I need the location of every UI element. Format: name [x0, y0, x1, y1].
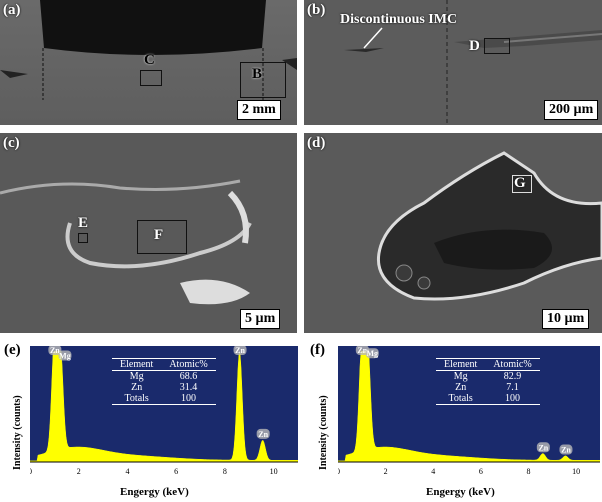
- panel-b: (b) Discontinuous IMC D 200 µm: [304, 0, 602, 125]
- region-e-box: [78, 233, 88, 243]
- region-c-box: [140, 70, 162, 86]
- panel-a: (a) C B 2 mm: [0, 0, 297, 125]
- region-e-label: E: [78, 215, 89, 231]
- eds-panel-e: (e) 0 2 4 6 8 10 Zn Mg Zn Zn Element Atomic% Mg 68.…: [0, 342, 302, 502]
- scale-bar-c: 5 µm: [240, 309, 281, 329]
- eds-f-tick-label: 0: [338, 467, 340, 476]
- eds-e-tick-label: 2: [77, 467, 81, 476]
- eds-f-peak-label: Zn: [355, 346, 369, 355]
- eds-f-tick-label: 8: [527, 467, 531, 476]
- region-d-box: [484, 38, 510, 54]
- panel-b-tag: (b): [307, 2, 326, 18]
- eds-f-tag: (f): [310, 342, 325, 358]
- region-b-label: B: [252, 66, 263, 82]
- eds-e-tick-label: 8: [223, 467, 227, 476]
- eds-f-cell: Totals: [448, 393, 473, 404]
- panel-d-tag: (d): [307, 135, 326, 151]
- panel-c-tag: (c): [3, 135, 20, 151]
- eds-f-spectrum: [338, 350, 600, 463]
- eds-e-spectrum: [30, 350, 298, 463]
- scale-bar-b: 200 µm: [544, 100, 599, 120]
- eds-f-peak-label: Mg: [365, 348, 379, 359]
- eds-f-tick-label: 2: [384, 467, 388, 476]
- eds-f-tick-label: 10: [572, 467, 580, 476]
- eds-e-cell: 100: [180, 393, 196, 404]
- svg-text:Zn: Zn: [50, 346, 60, 355]
- eds-f-cell: 82.9: [503, 371, 522, 382]
- panel-a-tag: (a): [3, 2, 21, 18]
- svg-text:Zn: Zn: [561, 446, 571, 455]
- eds-e-peak-label: Mg: [58, 350, 72, 361]
- svg-text:Mg: Mg: [366, 349, 378, 358]
- region-f-label: F: [154, 227, 164, 243]
- region-g-label: G: [514, 175, 526, 191]
- svg-text:Zn: Zn: [235, 346, 245, 355]
- eds-f-cell: 7.1: [506, 382, 519, 393]
- eds-e-peak-label: Zn: [233, 346, 247, 355]
- region-g-box: [512, 175, 532, 193]
- eds-f-cell: Mg: [453, 371, 468, 382]
- eds-f-header-element: Element: [444, 359, 478, 370]
- eds-e-peak-label: Zn: [48, 346, 62, 355]
- panel-c: (c) E F 5 µm: [0, 133, 297, 333]
- weld-cross-section: [0, 0, 297, 100]
- eds-e-plot-bg: [30, 346, 298, 462]
- scale-bar-d: 10 µm: [542, 309, 590, 329]
- eds-f-peak-label: Zn: [536, 442, 550, 453]
- eds-f-header-atomic: Atomic%: [493, 359, 532, 370]
- eds-f-xlabel: Engergy (keV): [426, 486, 495, 498]
- eds-e-cell: Totals: [124, 393, 149, 404]
- eds-e-tag: (e): [4, 342, 21, 358]
- eds-f-tick-label: 4: [431, 467, 435, 476]
- svg-text:Zn: Zn: [357, 346, 367, 355]
- eds-e-tick-label: 6: [174, 467, 178, 476]
- eds-e-xlabel: Engergy (keV): [120, 486, 189, 498]
- eds-f-cell: Zn: [455, 382, 467, 393]
- eds-e-header-element: Element: [120, 359, 154, 370]
- region-b-box: [240, 62, 286, 98]
- eds-e-cell: 68.6: [179, 371, 198, 382]
- eds-f-peak-label: Zn: [559, 444, 573, 455]
- eds-e-cell: Zn: [131, 382, 143, 393]
- eds-f-cell: 100: [504, 393, 520, 404]
- eds-e-header-atomic: Atomic%: [169, 359, 208, 370]
- eds-e-ylabel: Intensity (counts): [12, 395, 23, 470]
- eds-e-tick-label: 0: [30, 467, 32, 476]
- eds-f-table: Element Atomic% Mg 82.9 Zn 7.1 Totals 100: [436, 358, 540, 405]
- microstructure-c: [0, 179, 252, 305]
- eds-e-cell: Mg: [129, 371, 144, 382]
- svg-text:Mg: Mg: [59, 351, 71, 360]
- eds-f-plot-bg: [338, 346, 600, 462]
- panel-d: (d) G 10 µm: [304, 133, 602, 333]
- eds-e-cell: 31.4: [179, 382, 198, 393]
- svg-text:Zn: Zn: [538, 443, 548, 452]
- scale-bar-a-text: 2 mm: [242, 102, 276, 117]
- eds-panel-f: (f) 0 2 4 6 8 10 Zn Mg Zn Zn Element Atomic% Mg 82.…: [306, 342, 602, 502]
- svg-text:Zn: Zn: [258, 430, 268, 439]
- interface-image: [344, 0, 602, 125]
- scale-bar-a: 2 mm: [237, 100, 281, 120]
- eds-f-ylabel: Intensity (counts): [318, 395, 329, 470]
- eds-f-tick-label: 6: [479, 467, 483, 476]
- scale-bar-c-text: 5 µm: [245, 311, 276, 326]
- scale-bar-b-text: 200 µm: [549, 102, 594, 117]
- region-c-label: C: [144, 52, 155, 68]
- eds-e-table: Element Atomic% Mg 68.6 Zn 31.4 Totals 100: [112, 358, 216, 405]
- eds-e-tick-label: 4: [125, 467, 129, 476]
- imc-annotation: Discontinuous IMC: [340, 12, 458, 27]
- microstructure-d: [376, 151, 602, 301]
- region-d-label: D: [469, 38, 480, 54]
- region-f-box: [137, 220, 187, 254]
- eds-e-peak-label: Zn: [256, 428, 270, 439]
- eds-e-tick-label: 10: [270, 467, 278, 476]
- scale-bar-d-text: 10 µm: [547, 311, 585, 326]
